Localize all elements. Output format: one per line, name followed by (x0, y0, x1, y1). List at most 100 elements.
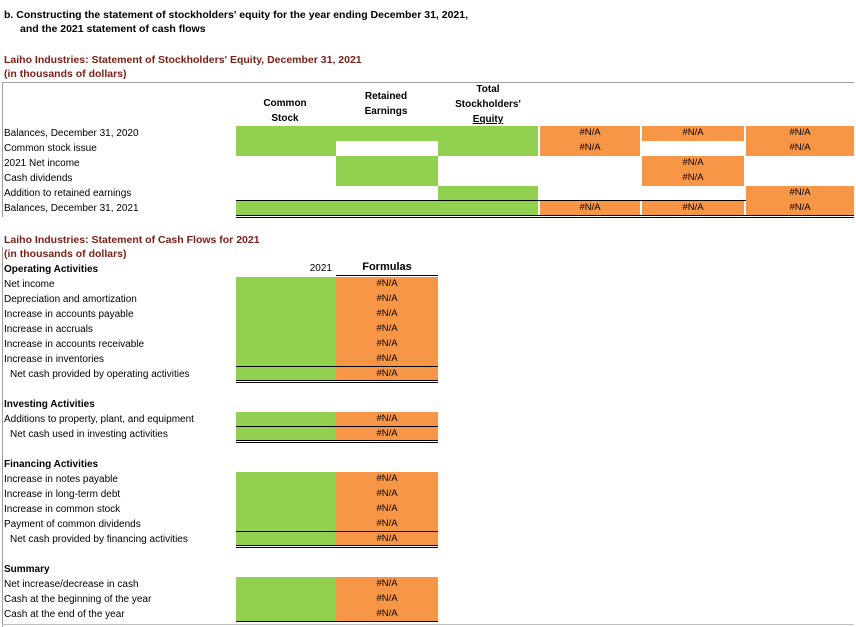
na-value: #N/A (376, 518, 398, 529)
na-value: #N/A (376, 293, 398, 304)
summary-total-line (236, 621, 438, 622)
input-cells-operating[interactable] (236, 277, 336, 381)
equity-row-label: 2021 Net income (4, 158, 80, 169)
equity-units: (in thousands of dollars) (4, 68, 127, 80)
cf-row-label: Payment of common dividends (4, 519, 141, 530)
cf-row-label: Additions to property, plant, and equipm… (4, 414, 194, 425)
formulas-header-underline (336, 275, 438, 276)
operating-header: Operating Activities (4, 264, 99, 275)
col-total-equity-header: Total Stockholders' Equity (455, 84, 521, 125)
financing-total-line (236, 531, 438, 532)
na-value: #N/A (682, 127, 704, 138)
formula-cells-financing[interactable] (336, 472, 438, 546)
section-title-line2: and the 2021 statement of cash flows (20, 23, 206, 35)
input-cell-common-stock[interactable] (236, 126, 336, 156)
na-value: #N/A (376, 353, 398, 364)
year-header: 2021 (309, 263, 332, 274)
input-cells-summary[interactable] (236, 577, 336, 621)
na-value: #N/A (376, 488, 398, 499)
na-value: #N/A (789, 187, 811, 198)
na-value: #N/A (579, 202, 601, 213)
financing-total-double-2 (236, 547, 438, 548)
formula-cell-col3[interactable] (746, 126, 854, 156)
cf-row-label: Increase in notes payable (4, 474, 118, 485)
na-value: #N/A (376, 323, 398, 334)
input-cell-total-addition[interactable] (438, 186, 538, 201)
summary-header: Summary (4, 564, 50, 575)
blank-cell[interactable] (336, 141, 438, 156)
operating-total-line (236, 366, 438, 367)
input-cells-financing[interactable] (236, 472, 336, 546)
na-value: #N/A (376, 278, 398, 289)
na-value: #N/A (376, 593, 398, 604)
na-value: #N/A (789, 127, 811, 138)
equity-double-line-2 (236, 217, 854, 218)
equity-row-label: Addition to retained earnings (4, 188, 132, 199)
equity-title-divider (2, 82, 854, 83)
formula-cell-col2-r6[interactable] (642, 201, 744, 215)
input-cell-ending-balance[interactable] (236, 201, 538, 215)
na-value: #N/A (376, 308, 398, 319)
formula-cells-summary[interactable] (336, 577, 438, 621)
equity-row-label: Balances, December 31, 2021 (4, 203, 139, 214)
cashflow-left-border (2, 247, 3, 627)
operating-total-double-2 (236, 382, 438, 383)
cf-row-label: Net cash used in investing activities (10, 429, 168, 440)
col-common-stock-header: Common Stock (263, 98, 307, 124)
na-value: #N/A (376, 428, 398, 439)
na-value: #N/A (579, 142, 601, 153)
equity-row-label: Common stock issue (4, 143, 97, 154)
input-cell-retained-earnings[interactable] (336, 156, 438, 186)
cashflow-units: (in thousands of dollars) (4, 248, 127, 260)
cf-row-label: Net increase/decrease in cash (4, 579, 139, 590)
cf-row-label: Increase in accounts receivable (4, 339, 145, 350)
equity-total-line (236, 200, 854, 201)
col-retained-earnings-header: Retained Earnings (364, 91, 408, 117)
cf-row-label: Net cash provided by operating activitie… (10, 369, 190, 380)
financing-header: Financing Activities (4, 459, 99, 470)
cf-row-label: Increase in accruals (4, 324, 93, 335)
formula-cell-col3-r5[interactable] (746, 186, 854, 215)
cf-row-label: Increase in inventories (4, 354, 105, 365)
operating-total-double-1 (236, 380, 438, 381)
cf-row-label: Increase in accounts payable (4, 309, 134, 320)
cf-row-label: Depreciation and amortization (4, 294, 137, 305)
formula-cell-col1[interactable] (540, 126, 640, 156)
cf-row-label: Cash at the end of the year (4, 609, 125, 620)
na-value: #N/A (376, 533, 398, 544)
na-value: #N/A (682, 202, 704, 213)
formula-cell-col2-r3[interactable] (642, 156, 744, 186)
cf-row-label: Increase in long-term debt (4, 489, 121, 500)
equity-double-line-1 (236, 215, 854, 216)
cf-row-label: Increase in common stock (4, 504, 121, 515)
section-title-line1: b. Constructing the statement of stockho… (4, 9, 469, 21)
formula-cells-operating[interactable] (336, 277, 438, 381)
cashflow-title: Laiho Industries: Statement of Cash Flow… (4, 234, 260, 246)
formula-cell-col1-r6[interactable] (540, 201, 640, 215)
na-value: #N/A (376, 473, 398, 484)
na-value: #N/A (376, 578, 398, 589)
na-value: #N/A (376, 503, 398, 514)
cf-row-label: Cash at the beginning of the year (4, 594, 152, 605)
na-value: #N/A (682, 172, 704, 183)
cf-row-label: Net cash provided by financing activitie… (10, 534, 188, 545)
investing-total-double-2 (236, 442, 438, 443)
investing-total-double-1 (236, 440, 438, 441)
na-value: #N/A (789, 202, 811, 213)
formulas-header: Formulas (362, 261, 412, 273)
investing-header: Investing Activities (4, 399, 95, 410)
equity-row-label: Cash dividends (4, 173, 73, 184)
cf-row-label: Net income (4, 279, 55, 290)
na-value: #N/A (789, 142, 811, 153)
formula-cell-col2-r1[interactable] (642, 126, 744, 141)
equity-title: Laiho Industries: Statement of Stockhold… (4, 54, 362, 66)
na-value: #N/A (682, 157, 704, 168)
bottom-border (2, 624, 854, 625)
na-value: #N/A (376, 368, 398, 379)
na-value: #N/A (376, 413, 398, 424)
na-value: #N/A (376, 338, 398, 349)
investing-total-line (236, 426, 438, 427)
na-value: #N/A (376, 608, 398, 619)
financing-total-double-1 (236, 545, 438, 546)
na-value: #N/A (579, 127, 601, 138)
